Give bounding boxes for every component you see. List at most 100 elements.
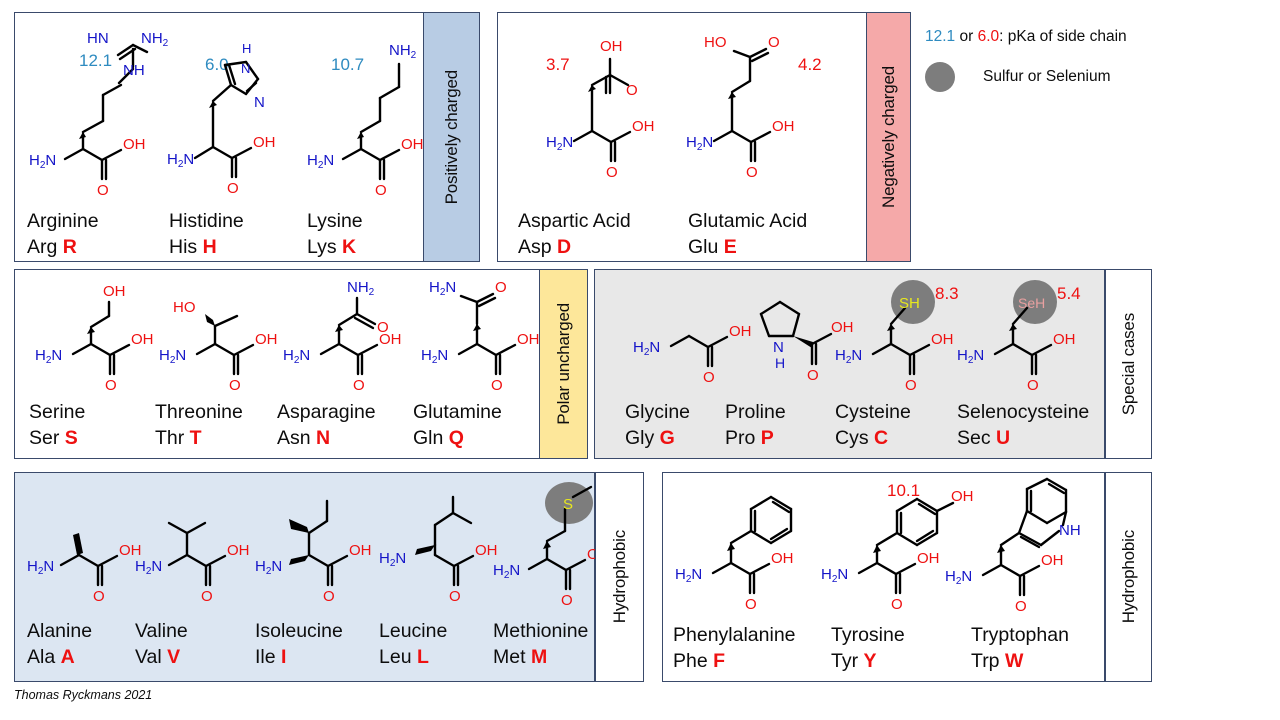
amino-acid-valine[interactable]: H2N OH O Valine Val V [135,483,250,679]
group-label-hydrophobic-aromatic: Hydrophobic [1105,473,1151,681]
labels-aspartic-acid: Aspartic Acid Asp D [518,209,688,261]
svg-text:OH: OH [729,323,752,340]
svg-text:OH: OH [517,331,540,348]
amino-acid-cysteine[interactable]: 8.3 SH H2N OH O [835,274,985,456]
svg-text:O: O [227,180,239,197]
svg-text:O: O [1015,598,1027,615]
amino-acid-code: Arg R [27,235,155,261]
amino-acid-leucine[interactable]: H2N OH O Leucine Leu L [379,483,498,679]
amino-acid-code: Asp D [518,235,688,261]
amino-acid-glutamine[interactable]: H2N O H2N OH O Glutamine Gln Q [413,274,543,456]
structure-glycine: H2N OH O [625,274,752,394]
structure-arginine: HN NH2 NH H2N OH O [25,19,169,199]
letter-code: I [281,645,287,668]
svg-text:OH: OH [131,331,154,348]
svg-text:H2N: H2N [27,558,54,577]
labels-tyrosine: Tyrosine Tyr Y [831,623,971,675]
sulfur-circle-icon [925,62,955,92]
svg-text:H2N: H2N [379,550,406,569]
letter-code: R [62,235,77,258]
amino-acid-code: Ala A [27,645,139,671]
structure-cysteine: SH H2N OH O [835,274,985,394]
amino-acid-selenocysteine[interactable]: 5.4 SeH H2N OH O [957,274,1133,456]
svg-text:OH: OH [1053,331,1076,348]
pka-value-selenocysteine: 5.4 [1057,284,1081,303]
svg-text:H: H [242,41,251,56]
labels-threonine: Threonine Thr T [155,400,283,452]
amino-acid-lysine[interactable]: 10.7 NH2 H2N [305,19,435,259]
abbr3: Sec [957,426,991,449]
svg-text:H2N: H2N [167,151,194,170]
amino-acid-glycine[interactable]: H2N OH O Glycine Gly G [625,274,752,456]
svg-text:OH: OH [253,134,276,151]
amino-acid-name: Glutamic Acid [688,210,808,232]
amino-acid-name: Glutamine [413,401,502,423]
svg-text:O: O [626,82,638,99]
amino-acid-code: Thr T [155,426,283,452]
labels-arginine: Arginine Arg R [27,209,155,261]
group-label-special-cases: Special cases [1105,270,1151,458]
abbr3: Gln [413,426,444,449]
structure-leucine: H2N OH O [379,483,498,613]
sulfur-atom-label: S [563,496,573,513]
amino-acid-code: Phe F [673,649,829,675]
abbr3: Ser [29,426,60,449]
amino-acid-alanine[interactable]: H2N OH O Alanine Ala A [27,483,142,679]
amino-acid-code: Tyr Y [831,649,971,675]
amino-acid-code: Glu E [688,235,868,261]
abbr3: Val [135,645,162,668]
svg-text:H2N: H2N [307,152,334,171]
abbr3: Asp [518,235,552,258]
svg-text:H2N: H2N [633,339,660,358]
amino-acid-histidine[interactable]: 6.0 [167,19,297,259]
svg-text:H2N: H2N [135,558,162,577]
amino-acid-threonine[interactable]: HO H2N OH O Threonine Thr T [155,274,283,456]
letter-code: W [1004,649,1024,672]
amino-acid-proline[interactable]: N H OH O Proline Pro P [725,274,854,456]
amino-acid-phenylalanine[interactable]: H2N OH O Phenylalanine Phe F [673,479,829,679]
amino-acid-name: Histidine [169,210,244,232]
svg-text:NH2: NH2 [141,30,169,49]
svg-text:OH: OH [349,542,372,559]
svg-text:O: O [377,319,389,336]
amino-acid-serine[interactable]: OH H2N OH O Serine Ser S [29,274,154,456]
labels-alanine: Alanine Ala A [27,619,139,671]
legend-pka-red: 6.0 [977,28,1000,45]
svg-text:H2N: H2N [821,566,848,585]
svg-text:OH: OH [103,283,126,300]
amino-acid-tryptophan[interactable]: NH H2N OH O Tryptophan Trp W [945,473,1121,679]
structure-methionine: S H2N OH O [493,475,633,615]
amino-acid-glutamic-acid[interactable]: 4.2 [686,19,868,261]
svg-text:H2N: H2N [493,562,520,581]
svg-text:O: O [93,588,105,605]
amino-acid-code: Gly G [625,426,745,452]
amino-acid-name: Asparagine [277,401,376,423]
amino-acid-name: Serine [29,401,86,423]
amino-acid-name: Cysteine [835,401,911,423]
amino-acid-code: Trp W [971,649,1121,675]
legend-or: or [955,28,978,45]
group-body [15,270,539,458]
amino-acid-aspartic-acid[interactable]: 3.7 [518,19,688,259]
amino-acid-methionine[interactable]: S H2N OH O Methionine Met M [493,475,633,679]
amino-acid-name: Phenylalanine [673,624,796,646]
group-label-hydrophobic-aliphatic: Hydrophobic [595,473,643,681]
labels-glutamine: Glutamine Gln Q [413,400,543,452]
amino-acid-isoleucine[interactable]: H2N OH O Isoleucine Ile I [255,483,379,679]
letter-code: S [64,426,78,449]
svg-text:H2N: H2N [429,279,456,298]
svg-text:H2N: H2N [283,347,310,366]
amino-acid-arginine[interactable]: 12.1 [25,19,169,261]
abbr3: Lys [307,235,337,258]
structure-serine: OH H2N OH O [29,274,154,394]
abbr3: Phe [673,649,708,672]
amino-acid-asparagine[interactable]: NH2 O H2N OH O Asparagine Asn N [277,274,413,456]
abbr3: Cys [835,426,869,449]
letter-code: A [60,645,75,668]
svg-text:NH2: NH2 [389,42,417,61]
abbr3: Arg [27,235,58,258]
amino-acid-code: Ser S [29,426,151,452]
amino-acid-name: Threonine [155,401,243,423]
amino-acid-tyrosine[interactable]: 10.1 [821,479,974,679]
letter-code: P [760,426,774,449]
